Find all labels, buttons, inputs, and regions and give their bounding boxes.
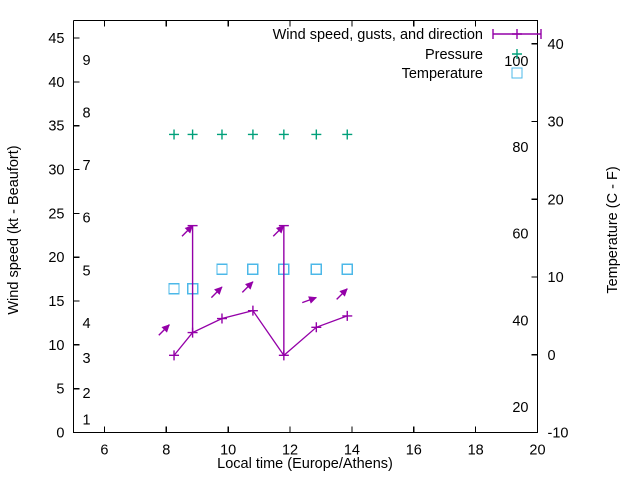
wind-direction-arrows [158,225,348,336]
x-axis-title: Local time (Europe/Athens) [217,456,393,472]
x-tick-label: 14 [344,443,360,459]
wind-speed-point [216,313,227,324]
beaufort-label: 7 [83,158,91,174]
y-tick-label: 5 [56,382,64,398]
y-tick-label: 15 [48,294,64,310]
beaufort-label: 5 [83,263,91,279]
fahrenheit-label: 80 [512,140,528,156]
pressure-point [187,129,198,140]
y-tick-label: 30 [48,163,64,179]
x-tick-label: 12 [282,443,298,459]
wind-speed-point [169,350,180,361]
chart-legend: Wind speed, gusts, and direction Pressure… [273,27,542,82]
y2-tick-label: 20 [548,192,564,208]
wind-direction-arrow [336,288,348,300]
beaufort-label: 2 [83,386,91,402]
wind-speed-point [311,322,322,333]
y-tick-label: 40 [48,75,64,91]
y-tick-label: 20 [48,250,64,266]
y-tick-label: 10 [48,338,64,354]
x-tick-label: 8 [162,443,170,459]
x-tick-label: 6 [100,443,108,459]
legend-label-wind: Wind speed, gusts, and direction [273,27,483,43]
fahrenheit-label: 60 [512,226,528,242]
y2-tick-label: 30 [548,115,564,131]
pressure-point [169,129,180,140]
y-axis-title: Wind speed (kt - Beaufort) [6,145,22,314]
y2-tick-label: 10 [548,270,564,286]
x-tick-label: 10 [220,443,236,459]
legend-label-temperature: Temperature [402,66,483,82]
pressure-point [247,129,258,140]
beaufort-label: 3 [83,351,91,367]
arrow-head [308,296,317,304]
fahrenheit-label: 40 [512,314,528,330]
y2-tick-label: -10 [548,426,569,442]
beaufort-label: 6 [83,211,91,227]
arrow-head [275,225,285,234]
temperature-point [168,282,180,295]
fahrenheit-scale-labels: 20 40 60 80 100 [504,54,528,416]
pressure-point [278,129,289,140]
x-tick-label: 16 [406,443,422,459]
beaufort-label: 9 [83,53,91,69]
beaufort-scale-labels: 1 2 3 4 5 6 7 8 9 [83,53,91,428]
temperature-point [310,263,323,275]
pressure-point [216,129,227,140]
x-tick-label: 20 [529,443,545,459]
y2-axis-title: Temperature (C - F) [605,166,621,293]
arrow-head [214,286,223,295]
wind-direction-arrow [241,281,254,293]
wind-speed-point [342,310,353,321]
y-tick-label: 25 [48,206,64,222]
fahrenheit-label: 20 [512,400,528,416]
wind-speed-point [247,305,258,316]
y-tick-label: 0 [56,426,64,442]
y2-tick-label: 0 [548,348,556,364]
arrow-head [245,281,254,290]
y2-tick-label: 40 [548,37,564,53]
wind-direction-arrow [158,324,170,336]
pressure-point [311,129,322,140]
temperature-point [247,263,259,275]
legend-label-pressure: Pressure [425,47,483,63]
legend-marker-pressure [512,49,522,59]
fahrenheit-label: 100 [504,54,528,70]
series-pressure [169,129,353,140]
x-tick-label: 18 [468,443,484,459]
wind-direction-arrow [181,225,194,237]
pressure-point [342,129,353,140]
legend-marker-wind-plus [512,29,522,39]
wind-direction-arrow [210,286,223,299]
arrow-head [161,324,170,333]
beaufort-label: 8 [83,106,91,122]
legend-marker-temperature [511,67,523,79]
temperature-point [341,263,353,275]
y-tick-label: 45 [48,31,64,47]
beaufort-label: 1 [83,412,91,428]
y-tick-label: 35 [48,119,64,135]
temperature-point [216,263,228,275]
wind-direction-arrow [272,225,285,237]
wind-direction-arrow [301,296,317,304]
beaufort-label: 4 [83,316,91,332]
arrow-head [339,288,348,297]
arrow-head [184,225,194,234]
tick-marks [73,20,539,434]
